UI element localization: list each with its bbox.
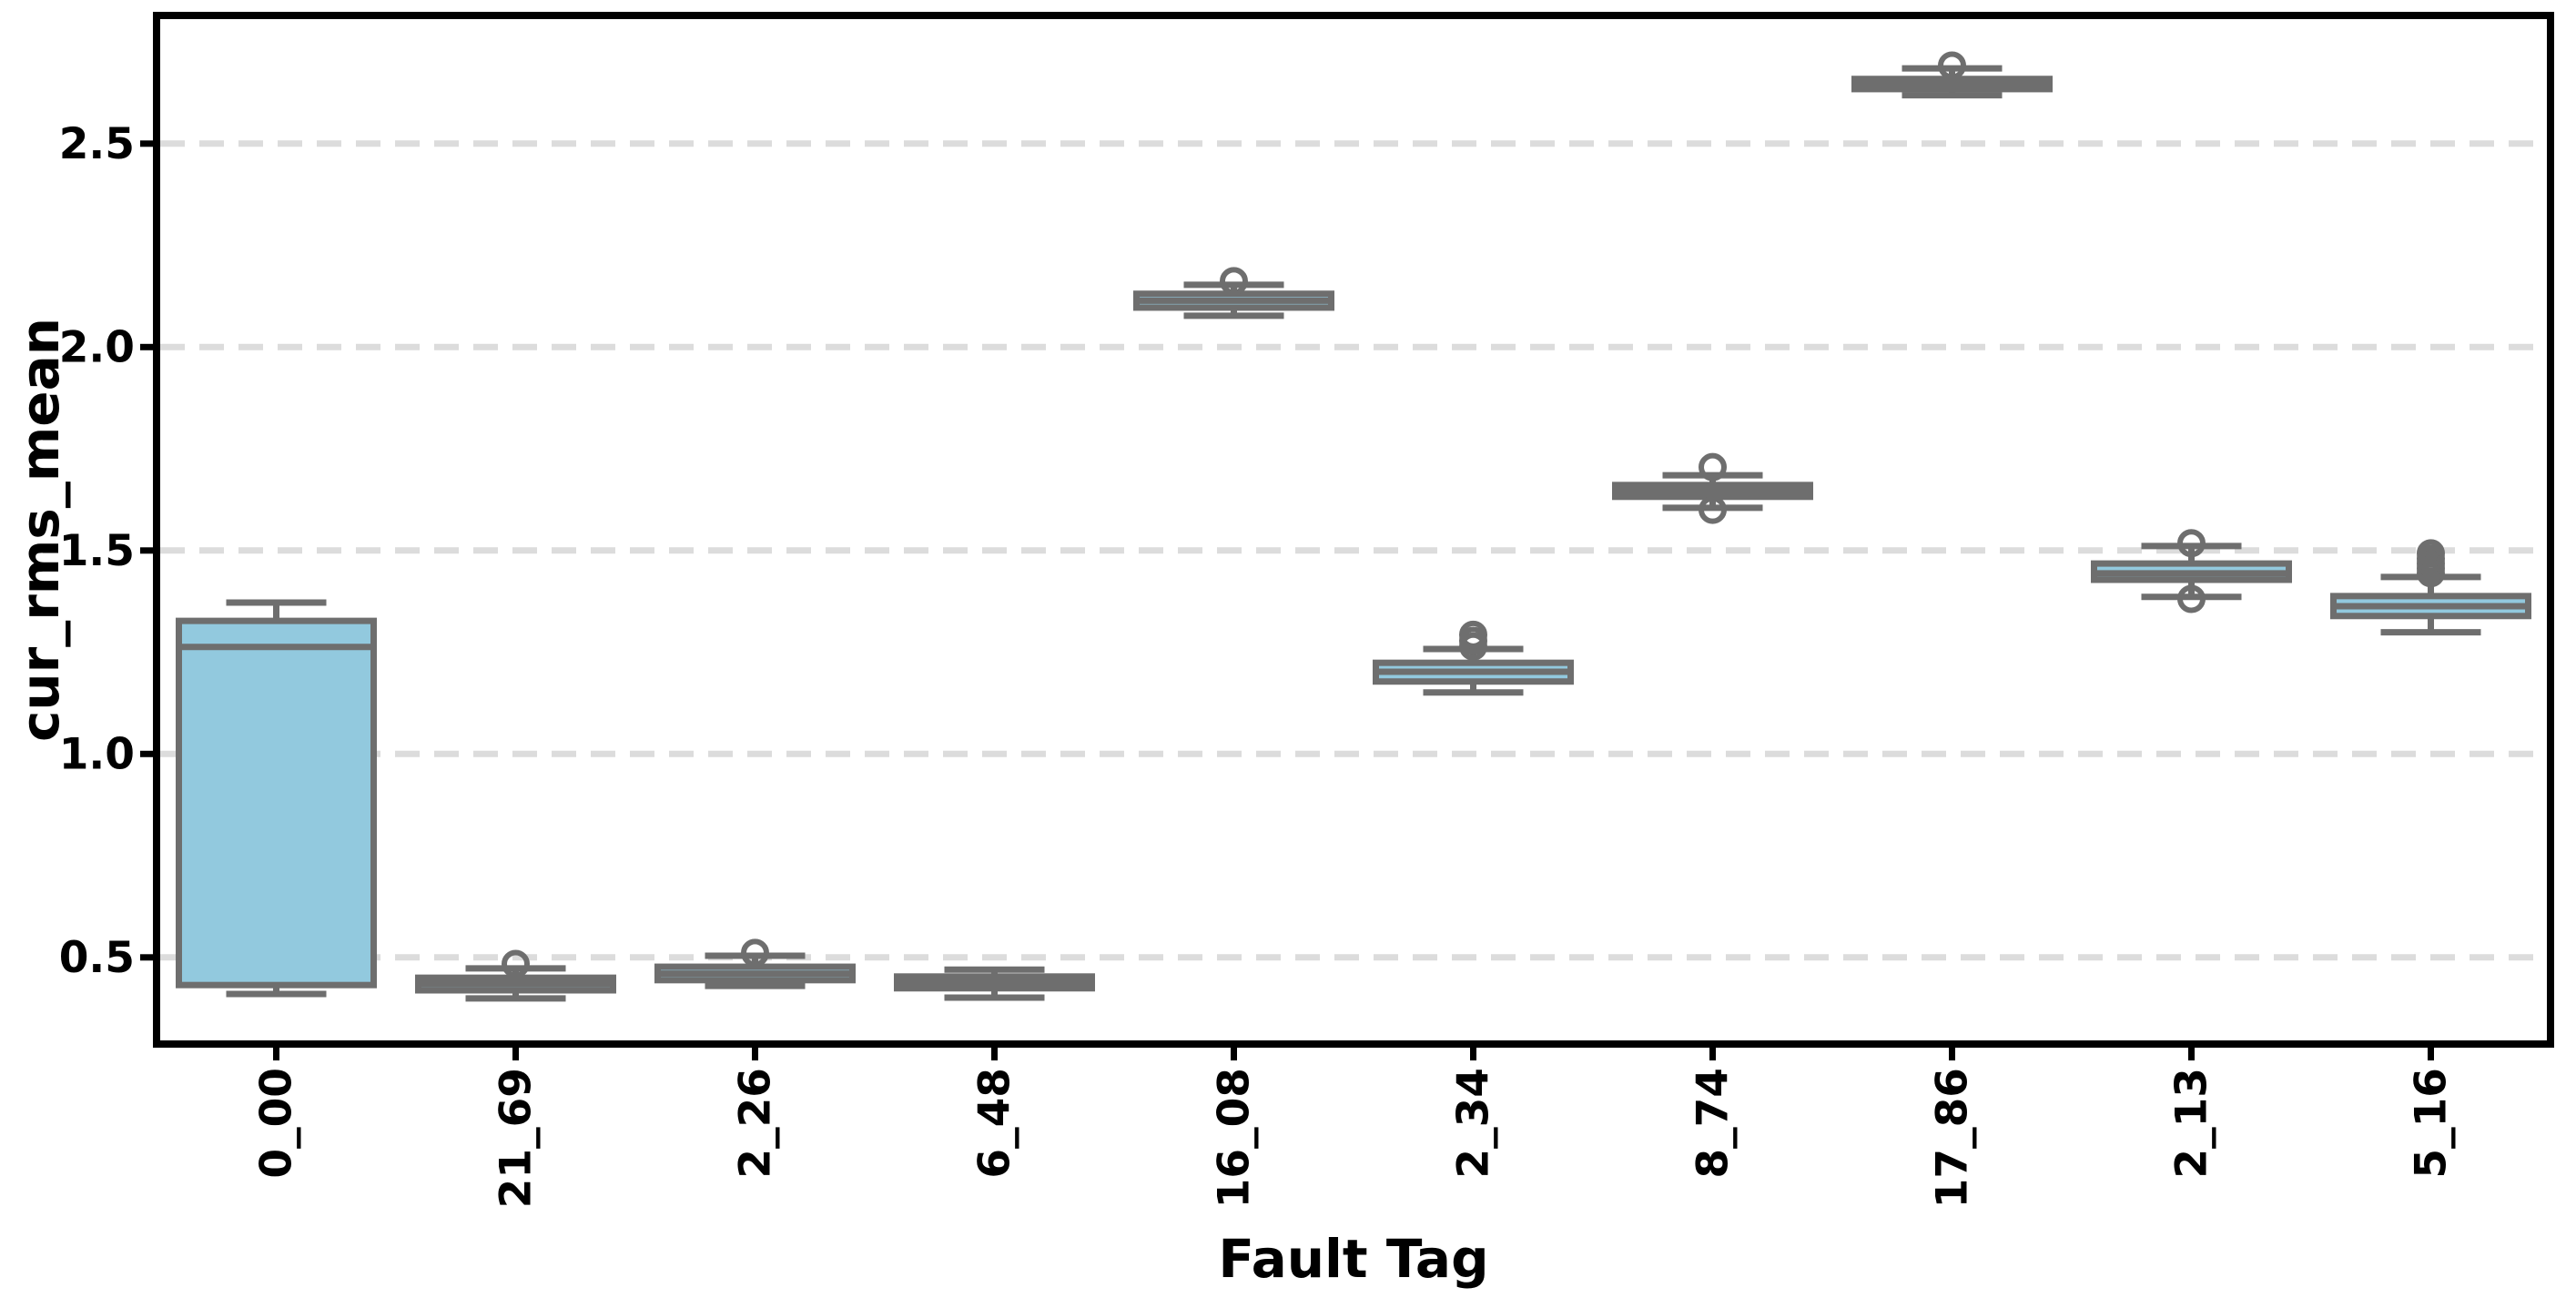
x-tick-label: 17_86 [1928, 1068, 1978, 1208]
y-tick-label: 1.5 [59, 526, 135, 576]
outlier-point [1459, 620, 1487, 649]
x-tick-label: 21_69 [492, 1068, 542, 1208]
x-tick-label: 8_74 [1689, 1068, 1739, 1179]
outlier-point [502, 949, 530, 979]
box-group-8_74 [1612, 452, 1813, 524]
box-group-17_86 [1851, 51, 2053, 99]
y-axis-label: cur_rms_mean [9, 317, 71, 743]
x-tick-label: 0_00 [252, 1068, 302, 1179]
x-tick-label: 6_48 [970, 1068, 1020, 1179]
y-tick-label: 2.5 [59, 119, 135, 169]
outlier-point [2177, 584, 2206, 614]
box-group-21_69 [415, 949, 616, 1002]
box-group-5_16 [2330, 539, 2531, 636]
box-group-2_13 [2091, 529, 2292, 614]
box-group-2_34 [1373, 620, 1574, 696]
x-axis-label: Fault Tag [1218, 1228, 1489, 1290]
outlier-point [741, 938, 769, 968]
outlier-point [1699, 495, 1727, 524]
plot-frame [153, 12, 2554, 1048]
box-group-2_26 [654, 938, 856, 989]
x-tick-label: 16_08 [1210, 1068, 1260, 1208]
outlier-point [2177, 529, 2206, 558]
box-group-0_00 [176, 599, 377, 998]
iqr-box [176, 617, 377, 989]
box-group-16_08 [1133, 267, 1334, 319]
y-tick-label: 2.0 [59, 322, 135, 372]
outlier-point [2417, 539, 2445, 568]
x-tick-label: 5_16 [2407, 1068, 2457, 1179]
y-tick-label: 0.5 [59, 933, 135, 983]
x-tick-label: 2_34 [1449, 1068, 1499, 1179]
x-tick-label: 2_13 [2167, 1068, 2217, 1179]
x-tick-label: 2_26 [731, 1068, 781, 1179]
y-tick-label: 1.0 [59, 729, 135, 779]
outlier-point [1699, 452, 1727, 482]
outlier-point [1220, 267, 1248, 296]
box-group-6_48 [894, 966, 1095, 1001]
outlier-point [1938, 51, 1966, 80]
